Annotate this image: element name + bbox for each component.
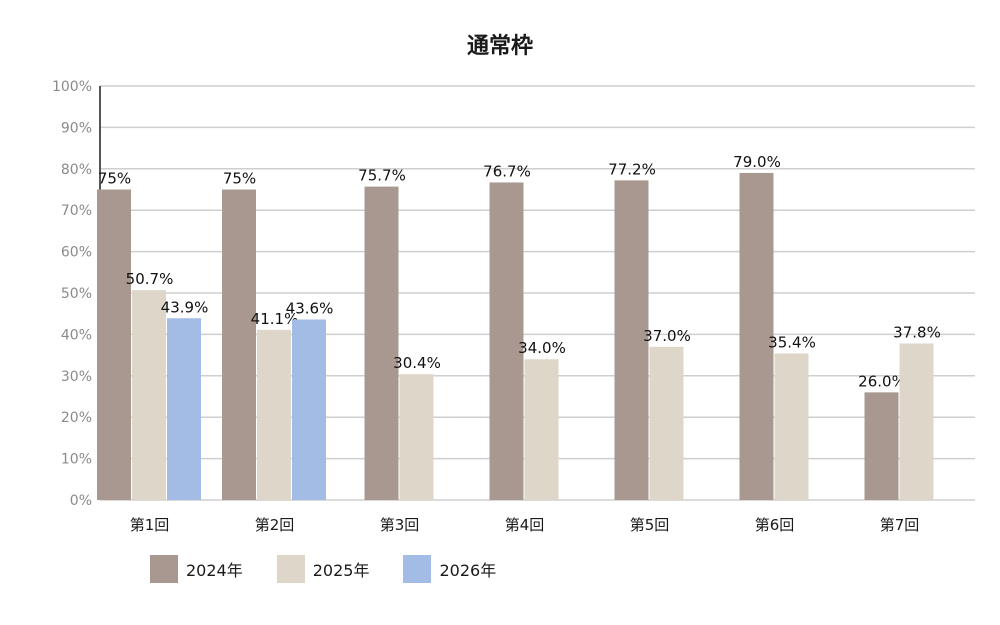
- bar-2024年-第7回: [864, 392, 899, 500]
- x-tick-label: 第5回: [630, 516, 670, 534]
- legend-swatch-2024: [150, 555, 178, 583]
- legend-item-2024: 2024年: [150, 555, 243, 583]
- y-tick-label: 100%: [52, 79, 92, 95]
- x-tick-label: 第7回: [880, 516, 920, 534]
- x-tick-label: 第3回: [380, 516, 420, 534]
- legend-swatch-2025: [276, 555, 305, 583]
- x-tick-label: 第6回: [755, 516, 795, 534]
- data-label: 76.7%: [483, 162, 531, 180]
- y-tick-label: 50%: [61, 286, 92, 302]
- bar-2024年-第5回: [614, 180, 649, 500]
- y-tick-label: 40%: [61, 327, 92, 343]
- y-tick-label: 30%: [61, 369, 92, 385]
- bar-2025年-第3回: [399, 374, 434, 500]
- y-tick-label: 20%: [61, 410, 92, 426]
- bar-2025年-第5回: [649, 346, 684, 500]
- data-label: 75.7%: [358, 167, 406, 185]
- chart-title: 通常枠: [466, 34, 533, 59]
- bar-2025年-第1回: [132, 290, 166, 500]
- data-label: 77.2%: [608, 160, 656, 178]
- y-tick-label: 0%: [70, 493, 92, 509]
- data-label: 35.4%: [768, 333, 816, 351]
- x-tick-label: 第1回: [130, 516, 170, 534]
- legend-label-2024: 2024年: [186, 561, 243, 580]
- bar-2026年-第1回: [167, 318, 201, 500]
- data-label: 75%: [98, 170, 131, 188]
- bar-2024年-第6回: [739, 172, 774, 500]
- data-label: 34.0%: [518, 339, 566, 357]
- legend-item-2026: 2026年: [403, 555, 496, 583]
- y-tick-label: 60%: [61, 245, 92, 261]
- y-tick-label: 80%: [61, 162, 92, 178]
- bar-2024年-第3回: [364, 186, 399, 501]
- data-label: 75%: [223, 170, 256, 188]
- data-label: 26.0%: [858, 372, 906, 390]
- bar-2026年-第2回: [292, 319, 326, 500]
- y-tick-label: 90%: [61, 120, 92, 136]
- y-tick-label: 10%: [61, 452, 92, 468]
- bar-2024年-第2回: [222, 189, 256, 500]
- legend: 2024年 2025年 2026年: [150, 555, 496, 583]
- data-label: 43.6%: [286, 299, 334, 317]
- legend-swatch-2026: [403, 555, 432, 583]
- data-label: 41.1%: [251, 310, 299, 328]
- data-label: 43.9%: [161, 298, 209, 316]
- legend-label-2026: 2026年: [439, 561, 497, 580]
- x-tick-label: 第2回: [255, 516, 295, 534]
- legend-label-2025: 2025年: [312, 561, 370, 580]
- bar-2025年-第4回: [524, 359, 559, 500]
- legend-item-2025: 2025年: [276, 555, 370, 583]
- x-tick-label: 第4回: [505, 516, 545, 534]
- data-label: 30.4%: [393, 354, 441, 372]
- bar-2025年-第6回: [774, 353, 809, 500]
- data-label: 37.0%: [643, 327, 691, 345]
- y-tick-label: 70%: [61, 203, 92, 219]
- data-label: 79.0%: [733, 153, 781, 171]
- bar-2024年-第1回: [97, 189, 131, 500]
- bar-2025年-第2回: [257, 329, 291, 500]
- data-label: 37.8%: [893, 324, 941, 342]
- data-label: 50.7%: [126, 270, 174, 288]
- bar-2025年-第7回: [899, 343, 934, 500]
- bar-2024年-第4回: [489, 182, 524, 500]
